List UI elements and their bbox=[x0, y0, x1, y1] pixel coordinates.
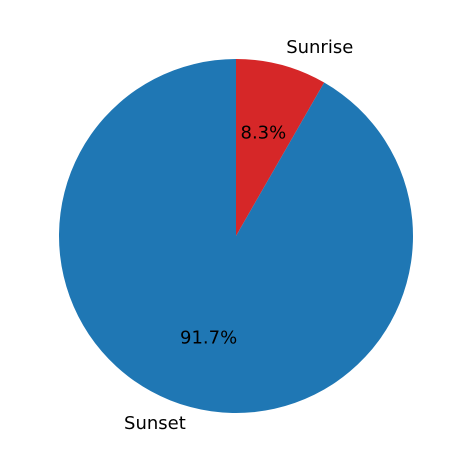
pie-slices bbox=[59, 59, 413, 413]
slice-label-sunrise: Sunrise bbox=[286, 37, 353, 58]
slice-percent-sunrise: 8.3% bbox=[241, 122, 287, 143]
slice-percent-sunset: 91.7% bbox=[180, 328, 237, 349]
slice-label-sunset: Sunset bbox=[124, 413, 186, 434]
